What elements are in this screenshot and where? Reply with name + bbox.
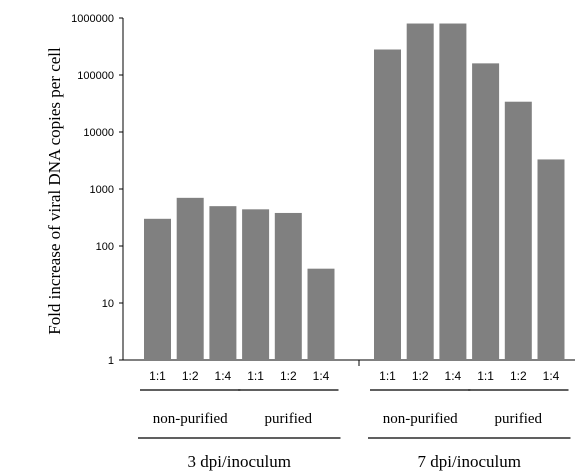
bar: [439, 23, 467, 361]
category-label: 1:4: [543, 369, 560, 383]
category-label: 1:2: [182, 369, 199, 383]
bar: [307, 268, 335, 360]
group-label: purified: [265, 411, 313, 427]
bar: [504, 101, 532, 361]
y-axis-label: Fold increase of viral DNA copies per ce…: [45, 47, 64, 335]
bar: [472, 63, 500, 360]
bar: [176, 197, 204, 360]
bar: [144, 218, 171, 360]
bar: [274, 212, 302, 360]
y-tick-label: 1000: [90, 184, 114, 196]
bars: [144, 23, 565, 361]
category-label: 1:4: [313, 369, 330, 383]
group-label: non-purified: [383, 411, 458, 427]
panel-label: 3 dpi/inoculum: [188, 452, 291, 471]
bar: [406, 23, 434, 361]
panel-label: 7 dpi/inoculum: [418, 452, 521, 471]
bar: [374, 49, 401, 360]
y-ticks: 1 10 100 1000 10000 100000 1000000: [71, 13, 123, 367]
category-label: 1:2: [510, 369, 527, 383]
y-tick-label: 1000000: [71, 13, 114, 25]
category-label: 1:2: [280, 369, 297, 383]
group-label: non-purified: [153, 411, 228, 427]
bar: [242, 209, 270, 360]
category-label: 1:4: [215, 369, 232, 383]
bar: [537, 159, 565, 360]
y-tick-label: 10000: [83, 127, 114, 139]
category-label: 1:4: [445, 369, 462, 383]
x-labels: 1:1 1:2 1:4 1:1 1:2 1:4 non-purified purified 3 …: [138, 369, 571, 471]
group-label: purified: [495, 411, 543, 427]
category-label: 1:1: [247, 369, 264, 383]
y-tick-label: 10: [102, 298, 114, 310]
y-tick-label: 100: [96, 241, 114, 253]
y-tick-label: 100000: [77, 70, 114, 82]
category-label: 1:1: [379, 369, 396, 383]
bar: [209, 206, 237, 360]
category-label: 1:1: [149, 369, 166, 383]
category-label: 1:2: [412, 369, 429, 383]
y-tick-label: 1: [108, 355, 114, 367]
category-label: 1:1: [477, 369, 494, 383]
